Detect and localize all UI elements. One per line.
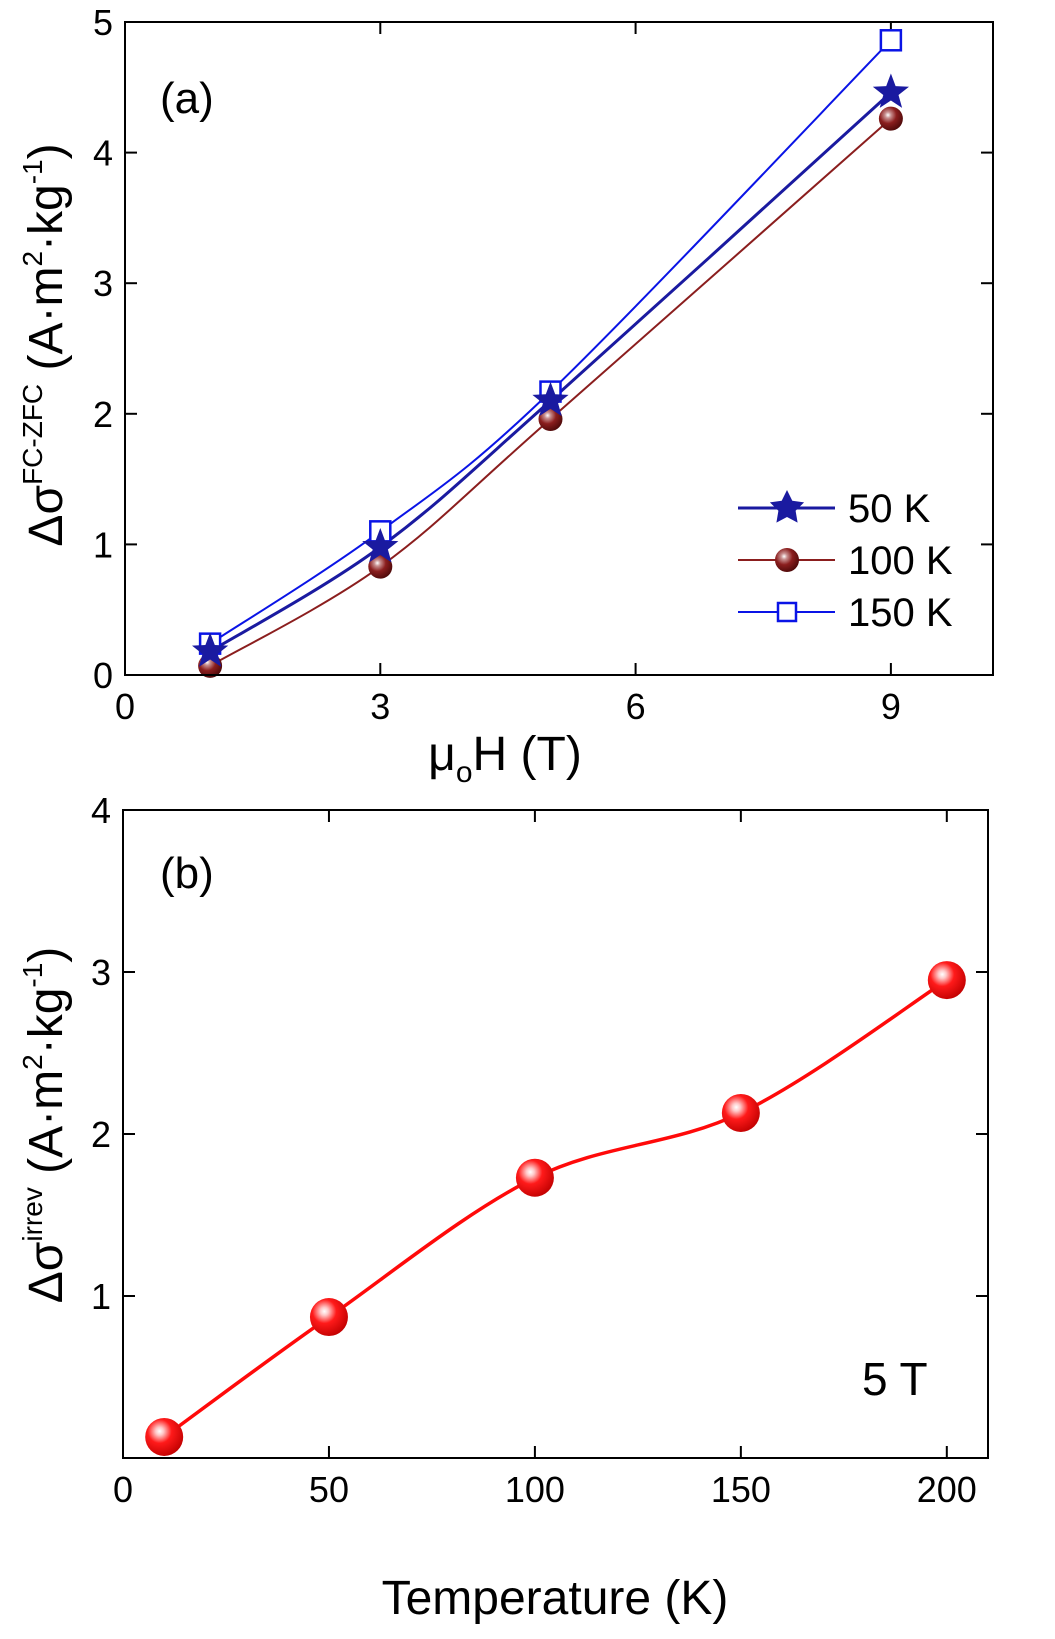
- panel-b-series-lines: [163, 978, 948, 1439]
- panel-a-legend: 50 K 100 K 150 K: [738, 487, 953, 635]
- panel-a-label: (a): [160, 74, 214, 123]
- legend-marker-150k: [776, 601, 798, 623]
- panel-a-y-ticks: 0 1 2 3 4 5: [93, 2, 993, 696]
- y-tick-label: 0: [93, 655, 113, 696]
- x-tick-label: 150: [711, 1469, 771, 1510]
- x-tick-label: 3: [370, 686, 390, 727]
- data-point-5t: [309, 1298, 348, 1337]
- data-point-50k: [362, 528, 399, 563]
- legend-marker-50k: [769, 490, 805, 523]
- panel-b-field-annotation: 5 T: [862, 1353, 928, 1405]
- x-tick-label: 9: [881, 686, 901, 727]
- legend-marker-100k: [775, 548, 799, 572]
- panel-a-series-markers: [192, 29, 909, 678]
- x-tick-label: 6: [626, 686, 646, 727]
- series-line-150k: [209, 39, 892, 645]
- x-tick-label: 50: [309, 1469, 349, 1510]
- panel-a-y-axis-title: ΔσFC-ZFC (A·m2·kg-1): [17, 143, 73, 546]
- panel-b-x-ticks: 0 50 100 150 200: [113, 810, 977, 1510]
- panel-b-label: (b): [160, 849, 214, 898]
- panel-a-x-axis-title: μoH (T): [428, 728, 582, 789]
- data-point-5t: [515, 1158, 554, 1197]
- panel-a-x-ticks: 0 3 6 9: [115, 22, 901, 727]
- data-point-5t: [721, 1093, 760, 1132]
- y-tick-label: 3: [93, 263, 113, 304]
- y-tick-label: 2: [93, 394, 113, 435]
- data-point-100k: [368, 554, 393, 579]
- legend-label-50k: 50 K: [848, 487, 931, 531]
- panel-b-y-ticks: 1 2 3 4: [91, 790, 988, 1317]
- x-tick-label: 0: [115, 686, 135, 727]
- series-line-50k: [209, 91, 892, 653]
- x-tick-label: 0: [113, 1469, 133, 1510]
- data-point-50k: [532, 381, 569, 417]
- series-line-100k: [209, 117, 892, 667]
- y-tick-label: 1: [91, 1276, 111, 1317]
- data-point-50k: [872, 73, 909, 108]
- panel-a-series-lines: [209, 39, 892, 667]
- series-line-5t: [163, 978, 948, 1439]
- y-tick-label: 4: [93, 133, 113, 174]
- data-point-5t: [145, 1417, 184, 1456]
- data-point-100k: [878, 106, 903, 131]
- y-tick-label: 3: [91, 952, 111, 993]
- y-tick-label: 1: [93, 524, 113, 565]
- panel-b-series-markers: [145, 961, 966, 1456]
- y-tick-label: 5: [93, 2, 113, 43]
- y-tick-label: 4: [91, 790, 111, 831]
- x-tick-label: 100: [505, 1469, 565, 1510]
- data-point-50k: [192, 632, 229, 667]
- panel-b-plot-frame: [122, 809, 989, 1459]
- y-tick-label: 2: [91, 1114, 111, 1155]
- legend-label-100k: 100 K: [848, 539, 953, 583]
- panel-a: 0 3 6 9 0 1 2 3 4 5 (a) μoH (T) ΔσFC-ZFC (A·m2·k…: [17, 2, 994, 789]
- data-point-5t: [927, 961, 966, 1000]
- legend-label-150k: 150 K: [848, 591, 953, 635]
- panel-b-y-axis-title: Δσirrev (A·m2·kg-1): [17, 947, 73, 1304]
- panel-a-plot-frame: [124, 21, 994, 676]
- x-tick-label: 200: [917, 1469, 977, 1510]
- panel-b: 0 50 100 150 200 1 2 3 4 (b) 5 T Temperature (K…: [17, 790, 989, 1625]
- data-point-100k: [538, 407, 563, 432]
- data-point-150k: [879, 29, 903, 52]
- panel-b-x-axis-title: Temperature (K): [382, 1572, 729, 1625]
